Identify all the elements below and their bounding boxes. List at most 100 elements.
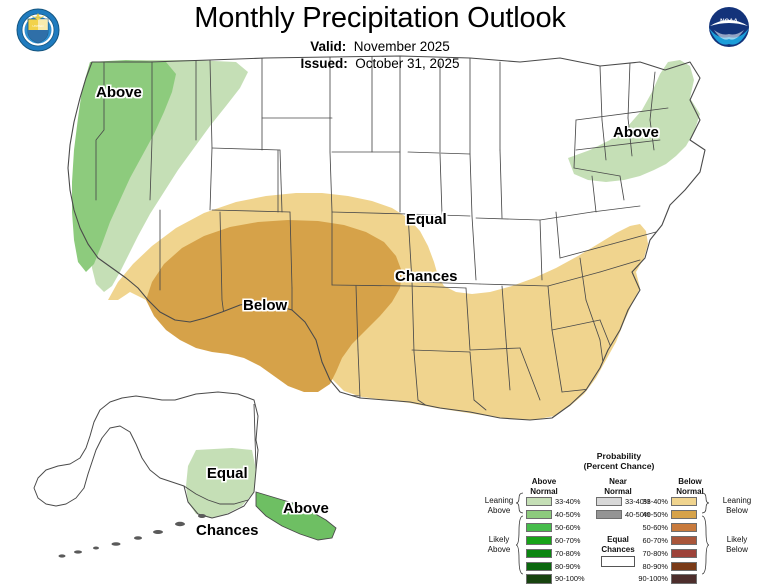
valid-line: Valid: November 2025 — [0, 38, 760, 55]
bracket-leaning-below — [701, 492, 710, 514]
above-normal-range-70-80%: 70-80% — [555, 548, 581, 558]
near-normal-range-33-40%: 33-40% — [625, 497, 651, 506]
below-normal-swatch-40-50% — [671, 509, 697, 520]
legend-title: Probability (Percent Chance) — [478, 452, 760, 470]
above-normal-swatch-90-100% — [526, 574, 552, 584]
below-normal-swatch-33-40% — [671, 497, 697, 507]
leaning-above-line-1: Leaning — [484, 496, 514, 505]
likely-above-line-2: Above — [487, 544, 511, 554]
legend-likely-above-label: Likely Above — [476, 535, 522, 554]
above-normal-range-50-60%: 50-60% — [555, 522, 581, 532]
alaska-outline — [33, 391, 259, 519]
outlook-metadata: Valid: November 2025 Issued: October 31,… — [0, 38, 760, 72]
near-head-line-1: Near — [609, 477, 627, 486]
alaska-border-line — [253, 403, 257, 471]
legend-title-line-1: Probability — [596, 451, 642, 461]
below-normal-swatch-70-80% — [671, 548, 697, 558]
equal-chances-line-1: Equal — [405, 211, 447, 228]
below-normal-range-50-60%: 50-60% — [642, 522, 668, 532]
legend-equal-chances-label: Equal Chances — [588, 535, 648, 554]
above-normal-range-80-90%: 80-90% — [555, 561, 581, 571]
valid-value: November 2025 — [353, 39, 450, 54]
conus-probability-fills — [72, 60, 700, 420]
below-normal-range-33-40%: 33-40% — [642, 497, 668, 506]
near-normal-swatch-40-50% — [596, 509, 622, 520]
legend-likely-below-label: Likely Below — [714, 535, 760, 554]
leaning-above-line-2: Above — [487, 505, 511, 515]
near-head-line-2: Normal — [604, 486, 632, 496]
above-head-line-1: Above — [531, 477, 557, 486]
valid-label: Valid: — [310, 39, 347, 54]
below-normal-range-40-50%: 40-50% — [642, 509, 668, 519]
legend-brackets — [515, 492, 710, 575]
aleutian-islands — [58, 514, 206, 558]
below-head-line-1: Below — [678, 477, 702, 486]
above-normal-swatch-33-40% — [526, 497, 552, 507]
below-normal-range-70-80%: 70-80% — [642, 548, 668, 558]
map-label-central-below: Below — [243, 297, 288, 314]
likely-below-line-1: Likely — [726, 535, 748, 544]
legend-equal-chances-swatch — [601, 556, 635, 567]
below-normal-swatch-80-90% — [671, 561, 697, 571]
bracket-likely-above — [515, 515, 524, 575]
noaa-logo-icon: NOAA — [709, 7, 749, 47]
alaska-ec-line-1: Equal — [206, 465, 248, 482]
below-normal-range-80-90%: 80-90% — [642, 561, 668, 571]
legend-ec-line-1: Equal — [607, 535, 629, 544]
below-normal-range-90-100%: 90-100% — [638, 574, 668, 584]
map-label-equal-chances: Equal Chances — [395, 172, 458, 305]
legend-title-line-2: (Percent Chance) — [583, 460, 655, 471]
alaska-ec-line-2: Chances — [196, 522, 259, 539]
alaska-panhandle-outline — [255, 491, 337, 541]
near-normal-swatch-33-40% — [596, 497, 622, 507]
svg-text:UNITED: UNITED — [32, 24, 44, 28]
issued-label: Issued: — [300, 56, 348, 71]
above-normal-range-40-50%: 40-50% — [555, 509, 581, 519]
map-label-northwest-above: Above — [96, 84, 142, 101]
above-normal-range-60-70%: 60-70% — [555, 535, 581, 545]
below-normal-swatch-90-100% — [671, 574, 697, 584]
legend-column-header-near-normal: Near Normal — [588, 477, 648, 496]
legend-ec-line-2: Chances — [601, 544, 635, 554]
conus-national-outline — [67, 55, 706, 421]
probability-legend: Probability (Percent Chance) Above Norma… — [478, 452, 760, 587]
below-head-line-2: Normal — [676, 486, 704, 496]
alaska-inset — [33, 391, 337, 558]
map-label-alaska-above: Above — [283, 500, 329, 517]
region-above-40-50-west — [72, 60, 176, 272]
page-header: UNITED NOAA Monthly Precipitation Outloo… — [0, 0, 760, 86]
department-of-commerce-seal-icon: UNITED — [16, 8, 60, 52]
issued-line: Issued: October 31, 2025 — [0, 55, 760, 72]
bracket-leaning-above — [515, 492, 524, 514]
below-normal-swatch-60-70% — [671, 535, 697, 546]
above-normal-range-90-100%: 90-100% — [555, 574, 585, 584]
region-above-33-40-northeast — [568, 60, 700, 182]
legend-leaning-above-label: Leaning Above — [476, 496, 522, 515]
bracket-likely-below — [701, 515, 710, 575]
legend-leaning-below-label: Leaning Below — [714, 496, 760, 515]
map-label-northeast-above: Above — [613, 124, 659, 141]
alaska-south-coast — [183, 485, 249, 505]
above-normal-swatch-40-50% — [526, 509, 552, 520]
alaska-panhandle-green — [256, 492, 336, 540]
svg-text:NOAA: NOAA — [720, 19, 738, 25]
above-normal-swatch-70-80% — [526, 548, 552, 558]
above-normal-swatch-80-90% — [526, 561, 552, 571]
likely-above-line-1: Likely — [488, 535, 510, 544]
region-below-40-50 — [146, 220, 402, 392]
leaning-below-line-2: Below — [726, 505, 748, 515]
legend-column-header-above-normal: Above Normal — [514, 477, 574, 496]
below-normal-range-60-70%: 60-70% — [642, 535, 668, 545]
above-head-line-2: Normal — [530, 486, 558, 496]
legend-column-header-below-normal: Below Normal — [660, 477, 720, 496]
below-normal-swatch-50-60% — [671, 522, 697, 533]
above-normal-swatch-60-70% — [526, 535, 552, 546]
map-label-alaska-equal-chances: Equal Chances — [196, 426, 259, 559]
issued-value: October 31, 2025 — [355, 56, 460, 71]
likely-below-line-2: Below — [726, 544, 748, 554]
page-title: Monthly Precipitation Outlook — [194, 2, 566, 34]
above-normal-swatch-50-60% — [526, 522, 552, 533]
above-normal-range-33-40%: 33-40% — [555, 497, 581, 506]
leaning-below-line-1: Leaning — [722, 496, 752, 505]
